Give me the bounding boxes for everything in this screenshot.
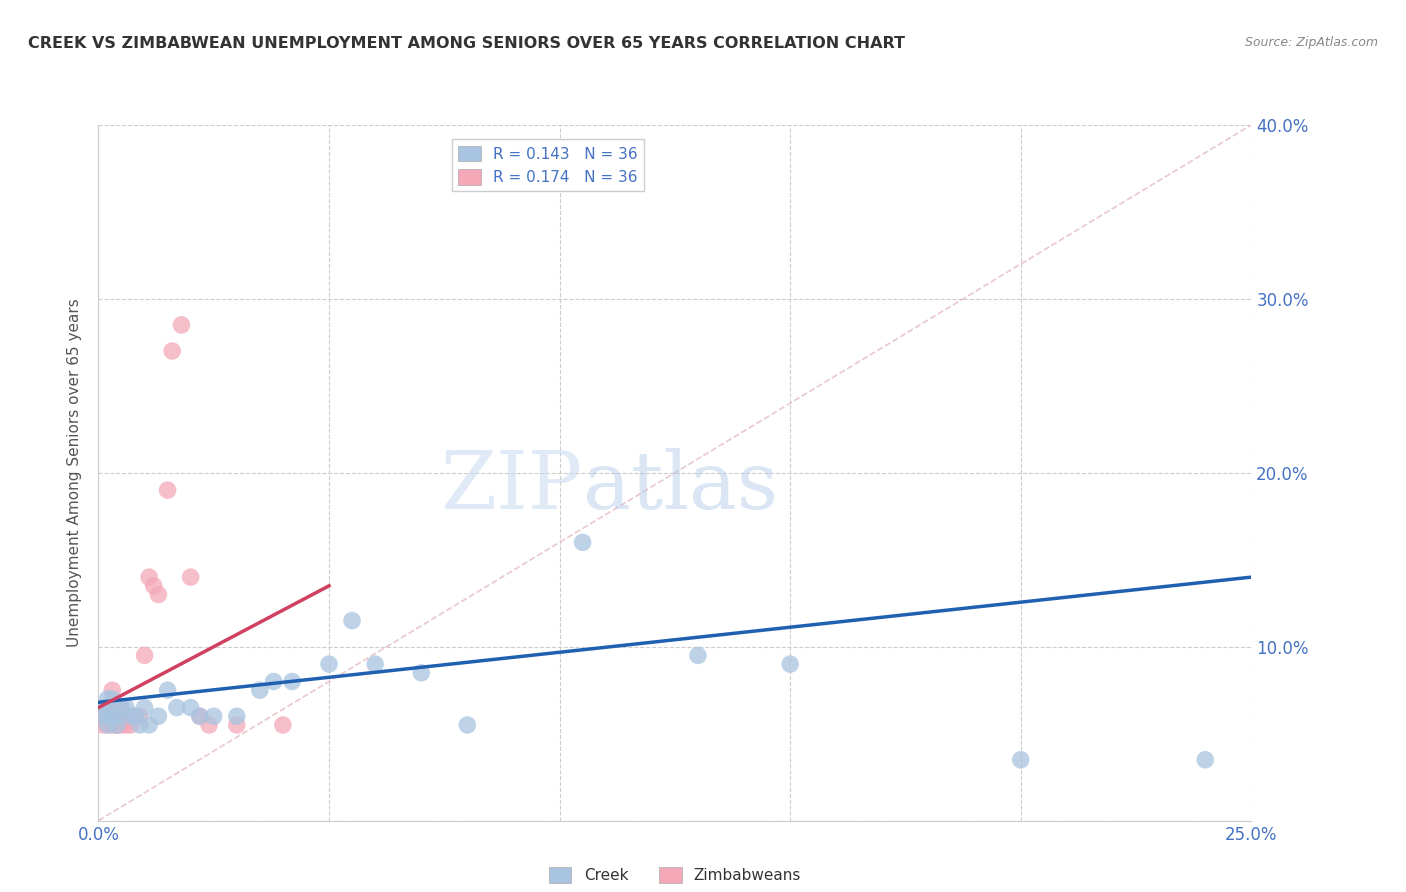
Point bbox=[97, 692, 120, 706]
Point bbox=[686, 648, 709, 663]
Point bbox=[115, 718, 138, 732]
Point bbox=[97, 709, 120, 723]
Point bbox=[134, 700, 156, 714]
Point bbox=[105, 709, 128, 723]
Point bbox=[1194, 753, 1216, 767]
Point bbox=[188, 709, 211, 723]
Text: atlas: atlas bbox=[582, 448, 778, 525]
Point bbox=[101, 700, 124, 714]
Point bbox=[166, 700, 188, 714]
Point bbox=[180, 570, 202, 584]
Point bbox=[91, 718, 114, 732]
Point bbox=[101, 709, 124, 723]
Point bbox=[105, 700, 128, 714]
Point bbox=[91, 700, 114, 714]
Point bbox=[91, 709, 114, 723]
Point bbox=[120, 709, 142, 723]
Point bbox=[105, 718, 128, 732]
Point bbox=[115, 700, 138, 714]
Point bbox=[156, 683, 179, 698]
Point bbox=[97, 709, 120, 723]
Point bbox=[97, 709, 120, 723]
Point bbox=[271, 718, 294, 732]
Point bbox=[105, 709, 128, 723]
Point bbox=[249, 683, 271, 698]
Point bbox=[97, 700, 120, 714]
Point bbox=[156, 483, 179, 497]
Point bbox=[188, 709, 211, 723]
Point bbox=[170, 318, 193, 332]
Point bbox=[456, 718, 478, 732]
Point bbox=[411, 665, 433, 680]
Y-axis label: Unemployment Among Seniors over 65 years: Unemployment Among Seniors over 65 years bbox=[67, 299, 83, 647]
Point bbox=[124, 709, 146, 723]
Point bbox=[110, 700, 132, 714]
Point bbox=[180, 700, 202, 714]
Point bbox=[101, 683, 124, 698]
Point bbox=[138, 718, 160, 732]
Point bbox=[779, 657, 801, 671]
Point bbox=[263, 674, 285, 689]
Point bbox=[129, 718, 152, 732]
Point bbox=[364, 657, 387, 671]
Point bbox=[110, 700, 132, 714]
Point bbox=[115, 709, 138, 723]
Point bbox=[105, 718, 128, 732]
Point bbox=[101, 709, 124, 723]
Point bbox=[148, 709, 170, 723]
Point bbox=[225, 718, 247, 732]
Point bbox=[129, 709, 152, 723]
Point bbox=[1010, 753, 1032, 767]
Point bbox=[110, 709, 132, 723]
Point bbox=[97, 718, 120, 732]
Point bbox=[202, 709, 225, 723]
Point bbox=[142, 579, 165, 593]
Point bbox=[148, 587, 170, 601]
Point bbox=[120, 709, 142, 723]
Point bbox=[225, 709, 247, 723]
Point bbox=[124, 709, 146, 723]
Point bbox=[318, 657, 340, 671]
Point bbox=[340, 614, 363, 628]
Text: Source: ZipAtlas.com: Source: ZipAtlas.com bbox=[1244, 36, 1378, 49]
Point bbox=[120, 718, 142, 732]
Legend: Creek, Zimbabweans: Creek, Zimbabweans bbox=[543, 862, 807, 889]
Point bbox=[138, 570, 160, 584]
Point bbox=[571, 535, 593, 549]
Point bbox=[101, 718, 124, 732]
Point bbox=[105, 718, 128, 732]
Point bbox=[91, 709, 114, 723]
Point bbox=[101, 692, 124, 706]
Point bbox=[91, 709, 114, 723]
Text: CREEK VS ZIMBABWEAN UNEMPLOYMENT AMONG SENIORS OVER 65 YEARS CORRELATION CHART: CREEK VS ZIMBABWEAN UNEMPLOYMENT AMONG S… bbox=[28, 36, 905, 51]
Point bbox=[134, 648, 156, 663]
Point bbox=[110, 718, 132, 732]
Point bbox=[160, 343, 183, 358]
Point bbox=[198, 718, 221, 732]
Text: ZIP: ZIP bbox=[440, 448, 582, 525]
Point bbox=[281, 674, 304, 689]
Point bbox=[97, 718, 120, 732]
